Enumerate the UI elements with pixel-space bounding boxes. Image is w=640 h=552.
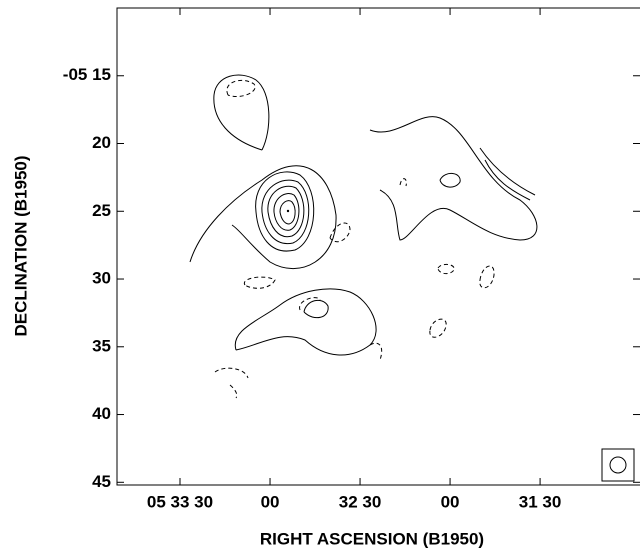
contour xyxy=(369,342,383,361)
beam-box xyxy=(601,448,635,482)
y-tick-label: 45 xyxy=(92,472,111,491)
contour xyxy=(439,173,461,188)
contour xyxy=(261,179,310,245)
y-tick-label: 20 xyxy=(92,133,111,152)
contour xyxy=(479,265,495,289)
contour xyxy=(214,367,249,399)
peak xyxy=(286,209,290,213)
x-tick-label: 31 30 xyxy=(519,492,562,511)
x-tick-label: 00 xyxy=(261,492,280,511)
contour xyxy=(267,185,305,238)
x-tick-label: 32 30 xyxy=(339,492,382,511)
contour xyxy=(213,74,270,151)
contour xyxy=(255,171,315,252)
x-tick-label: 00 xyxy=(441,492,460,511)
contour xyxy=(329,222,351,243)
contour xyxy=(279,200,296,225)
contour xyxy=(479,147,536,201)
contours xyxy=(189,74,538,399)
contour xyxy=(243,276,276,289)
contour xyxy=(273,193,300,231)
y-tick-label: 30 xyxy=(92,269,111,288)
contour xyxy=(429,318,447,338)
contour xyxy=(234,288,377,356)
contour xyxy=(299,297,321,311)
y-tick-label: 25 xyxy=(92,201,111,220)
contour xyxy=(369,116,538,241)
contour xyxy=(189,165,337,270)
x-axis-title: RIGHT ASCENSION (B1950) xyxy=(260,529,484,548)
x-tick-label: 05 33 30 xyxy=(147,492,213,511)
plot-frame xyxy=(116,7,640,486)
contour xyxy=(303,299,329,319)
contour xyxy=(226,80,256,98)
y-tick-label: 40 xyxy=(92,404,111,423)
y-tick-label: -05 15 xyxy=(63,65,111,84)
contour xyxy=(399,178,407,187)
beam-ellipse xyxy=(609,456,627,474)
beam xyxy=(601,448,635,482)
y-axis-title: DECLINATION (B1950) xyxy=(11,155,30,336)
contour xyxy=(437,263,455,275)
y-tick-label: 35 xyxy=(92,336,111,355)
